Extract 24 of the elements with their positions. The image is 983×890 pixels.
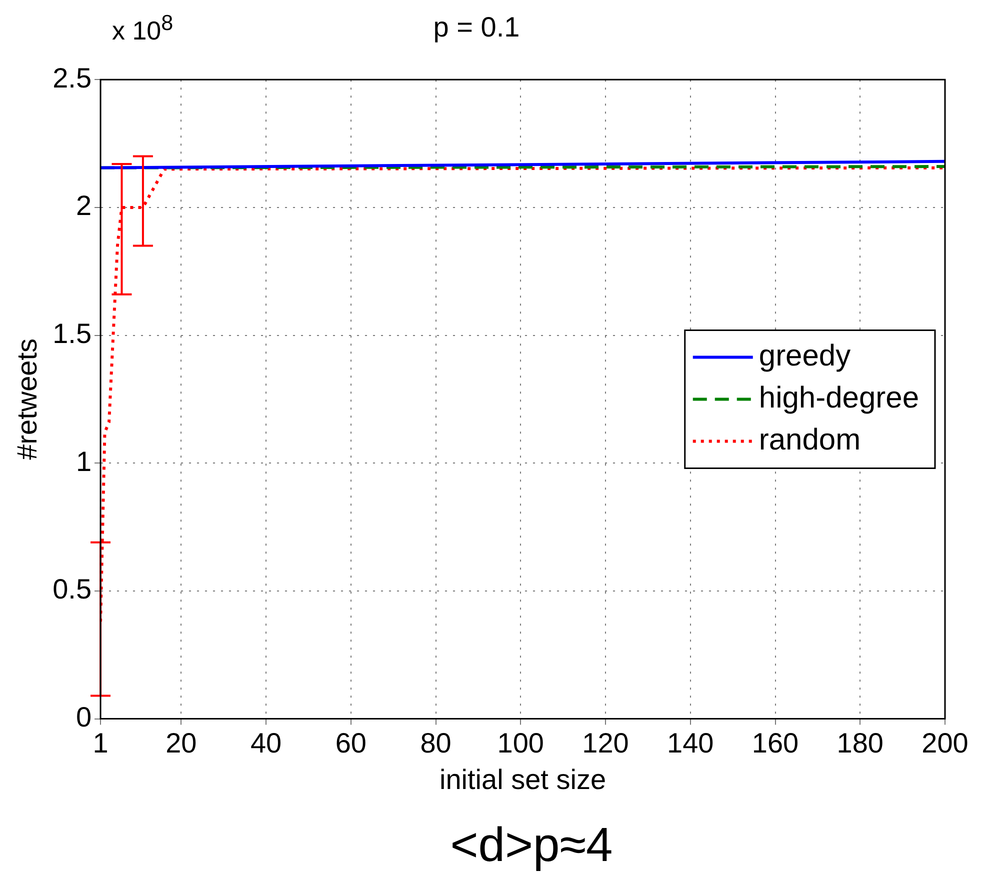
chart-title: p = 0.1 xyxy=(433,12,520,43)
y-tick-label: 0 xyxy=(76,702,92,733)
x-tick-label: 100 xyxy=(497,727,544,758)
x-tick-label: 140 xyxy=(667,727,714,758)
y-tick-label: 1.5 xyxy=(52,318,92,349)
legend-label: greedy xyxy=(758,339,851,372)
y-tick-label: 2 xyxy=(76,190,92,222)
legend-label: random xyxy=(758,423,861,456)
x-tick-label: 60 xyxy=(335,727,366,758)
x-tick-label: 80 xyxy=(420,727,452,758)
x-tick-label: 120 xyxy=(582,727,629,758)
text: x 10$^{8}$ xyxy=(112,10,174,47)
x-tick-label: 20 xyxy=(166,727,197,758)
text: <d>p≈4 xyxy=(449,818,614,873)
y-axis-title: #retweets xyxy=(12,338,43,460)
x-tick-label: 200 xyxy=(922,727,968,758)
y-tick-label: 2.5 xyxy=(52,62,92,94)
x-tick-label: 160 xyxy=(752,727,799,758)
y-tick-label: 1 xyxy=(76,446,92,477)
x-axis-title: initial set size xyxy=(440,764,606,795)
legend-label: high-degree xyxy=(758,381,920,414)
x-tick-label: 180 xyxy=(836,727,884,758)
x-tick-label: 40 xyxy=(250,727,282,758)
y-tick-label: 0.5 xyxy=(52,574,92,605)
